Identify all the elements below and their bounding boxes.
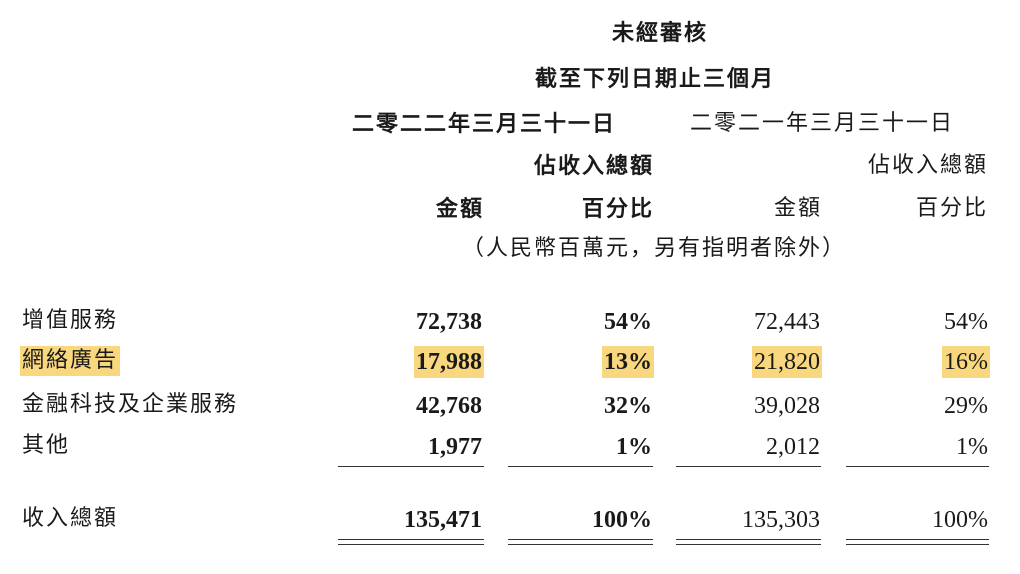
total-label: 收入總額	[22, 506, 119, 531]
double-rule-top-pct-2021	[846, 539, 989, 540]
row-pct-2021: 1%	[956, 434, 988, 460]
row-amount-2022: 72,738	[416, 309, 482, 335]
row-pct-2021: 29%	[944, 393, 988, 419]
row-pct-2022: 13%	[602, 346, 654, 378]
row-label: 金融科技及企業服務	[22, 392, 239, 417]
row-amount-2021: 39,028	[754, 393, 820, 419]
unit-note: （人民幣百萬元，另有指明者除外）	[462, 236, 847, 261]
row-pct-2022: 32%	[604, 393, 652, 419]
total-pct-2022: 100%	[592, 507, 652, 533]
row-label: 其他	[22, 433, 71, 458]
row-amount-2021: 2,012	[766, 434, 820, 460]
header-unaudited: 未經審核	[612, 20, 709, 46]
row-pct-2021: 54%	[944, 309, 988, 335]
row-pct-2022: 1%	[616, 434, 652, 460]
total-amount-2022: 135,471	[404, 507, 482, 533]
header-pct-of-total-2021: 佔收入總額	[867, 153, 988, 178]
row-pct-2022: 54%	[604, 309, 652, 335]
row-amount-2021: 21,820	[752, 346, 822, 378]
header-amount-2022: 金額	[435, 196, 484, 222]
row-amount-2022: 1,977	[428, 434, 482, 460]
rule-pct-2022	[508, 466, 653, 467]
double-rule-top-pct-2022	[508, 539, 653, 540]
double-rule-top-amount-2022	[338, 539, 484, 540]
double-rule-bottom-amount-2021	[676, 544, 821, 545]
total-pct-2021: 100%	[932, 507, 988, 533]
row-amount-2022: 17,988	[414, 346, 484, 378]
header-date-2022: 二零二二年三月三十一日	[352, 111, 617, 137]
header-pct-of-total-2022: 佔收入總額	[533, 153, 654, 179]
header-percent-2022: 百分比	[581, 196, 654, 222]
row-amount-2022: 42,768	[416, 393, 482, 419]
header-date-2021: 二零二一年三月三十一日	[690, 111, 955, 136]
header-three-months-ended: 截至下列日期止三個月	[535, 66, 776, 92]
header-percent-2021: 百分比	[915, 196, 988, 221]
rule-pct-2021	[846, 466, 989, 467]
row-label: 網絡廣告	[20, 346, 121, 376]
row-pct-2021: 16%	[942, 346, 990, 378]
header-amount-2021: 金額	[773, 196, 822, 221]
rule-amount-2021	[676, 466, 821, 467]
row-label: 增值服務	[22, 308, 119, 333]
rule-amount-2022	[338, 466, 484, 467]
double-rule-bottom-pct-2021	[846, 544, 989, 545]
double-rule-bottom-amount-2022	[338, 544, 484, 545]
double-rule-top-amount-2021	[676, 539, 821, 540]
row-amount-2021: 72,443	[754, 309, 820, 335]
total-amount-2021: 135,303	[742, 507, 820, 533]
double-rule-bottom-pct-2022	[508, 544, 653, 545]
